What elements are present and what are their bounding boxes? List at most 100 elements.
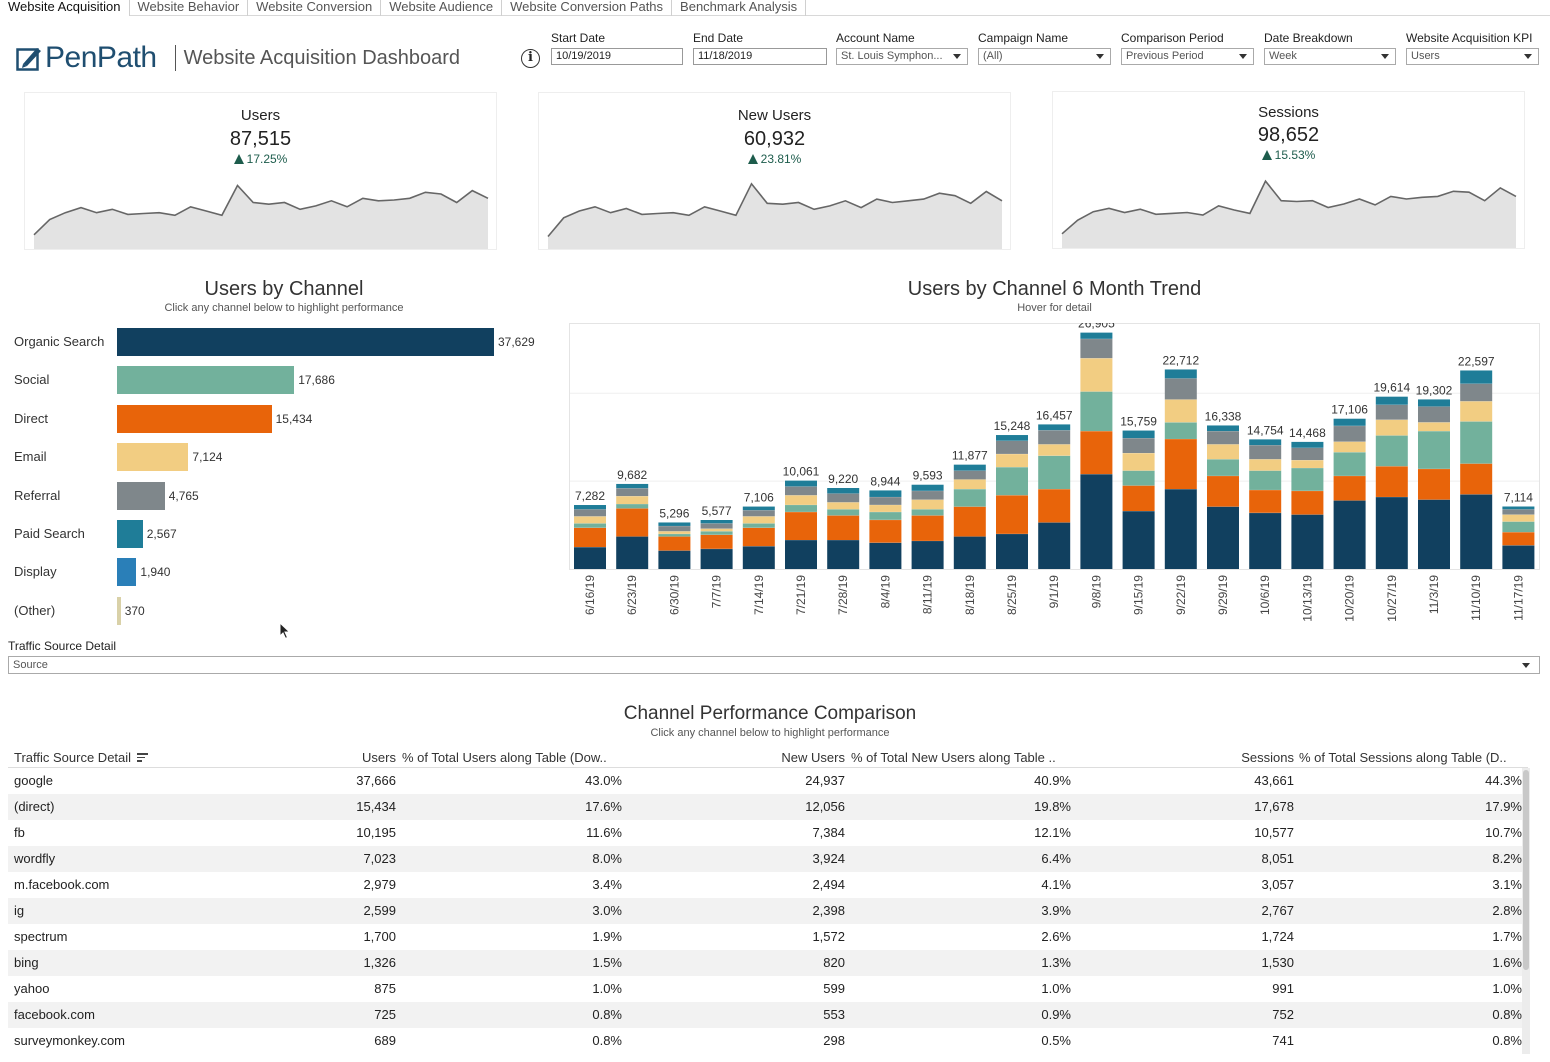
channel-bar[interactable] bbox=[117, 482, 165, 510]
trend-bar-segment[interactable] bbox=[1460, 401, 1493, 422]
channel-bar[interactable] bbox=[117, 520, 143, 548]
trend-bar-segment[interactable] bbox=[911, 484, 944, 491]
channel-row-display[interactable]: Display 1,940 bbox=[0, 558, 560, 586]
tab-website-conversion-paths[interactable]: Website Conversion Paths bbox=[502, 0, 673, 16]
trend-bar-segment[interactable] bbox=[1122, 511, 1155, 569]
trend-bar-segment[interactable] bbox=[1122, 485, 1155, 512]
trend-bar-segment[interactable] bbox=[953, 506, 986, 537]
trend-bar-segment[interactable] bbox=[700, 534, 733, 549]
trend-bar-segment[interactable] bbox=[827, 509, 860, 516]
trend-bar-segment[interactable] bbox=[742, 546, 775, 569]
trend-bar-segment[interactable] bbox=[1038, 455, 1071, 490]
channel-bar[interactable] bbox=[117, 443, 189, 471]
trend-bar-segment[interactable] bbox=[1207, 459, 1239, 476]
trend-bar-segment[interactable] bbox=[869, 496, 902, 505]
trend-bar-segment[interactable] bbox=[574, 509, 606, 517]
trend-bar-segment[interactable] bbox=[700, 548, 733, 569]
channel-row-paid-search[interactable]: Paid Search 2,567 bbox=[0, 520, 560, 548]
trend-bar-segment[interactable] bbox=[1249, 489, 1282, 513]
trend-bar-segment[interactable] bbox=[953, 470, 986, 480]
trend-bar-segment[interactable] bbox=[1291, 447, 1324, 461]
column-header-pct-users[interactable]: % of Total Users along Table (Dow.. bbox=[402, 750, 607, 765]
trend-bar-segment[interactable] bbox=[1333, 425, 1366, 442]
date-breakdown-select[interactable]: Week bbox=[1264, 48, 1396, 65]
trend-bar-segment[interactable] bbox=[1502, 506, 1535, 510]
trend-bar-segment[interactable] bbox=[785, 540, 817, 569]
trend-bar-segment[interactable] bbox=[1122, 470, 1155, 486]
trend-bar-segment[interactable] bbox=[1375, 466, 1408, 497]
channel-bar[interactable] bbox=[117, 597, 121, 625]
trend-bar-segment[interactable] bbox=[1460, 463, 1493, 495]
trend-bar-segment[interactable] bbox=[1333, 500, 1366, 569]
table-row[interactable]: fb 10,195 11.6% 7,384 12.1% 10,577 10.7% bbox=[8, 820, 1522, 846]
column-header-pct-new-users[interactable]: % of Total New Users along Table .. bbox=[851, 750, 1056, 765]
trend-bar-segment[interactable] bbox=[1207, 425, 1239, 432]
start-date-input[interactable]: 10/19/2019 bbox=[551, 48, 683, 65]
trend-bar-segment[interactable] bbox=[1164, 489, 1197, 569]
trend-bar-segment[interactable] bbox=[574, 516, 606, 524]
trend-bar-segment[interactable] bbox=[869, 511, 902, 520]
trend-bar-segment[interactable] bbox=[1291, 514, 1324, 569]
table-row[interactable]: spectrum 1,700 1.9% 1,572 2.6% 1,724 1.7% bbox=[8, 924, 1522, 950]
end-date-input[interactable]: 11/18/2019 bbox=[693, 48, 827, 65]
trend-bar-segment[interactable] bbox=[616, 483, 649, 489]
column-header-sessions[interactable]: Sessions bbox=[1241, 750, 1294, 765]
trend-bar-segment[interactable] bbox=[1038, 444, 1071, 456]
kpi-card-users[interactable]: Users 87,515 17.25% bbox=[24, 92, 497, 250]
table-scrollbar[interactable] bbox=[1522, 768, 1530, 1054]
table-row[interactable]: surveymonkey.com 689 0.8% 298 0.5% 741 0.8% bbox=[8, 1028, 1522, 1054]
trend-bar-segment[interactable] bbox=[1080, 431, 1113, 475]
table-row[interactable]: google 37,666 43.0% 24,937 40.9% 43,661 44.3% bbox=[8, 768, 1522, 794]
trend-bar-segment[interactable] bbox=[1207, 506, 1239, 569]
trend-bar-segment[interactable] bbox=[1080, 358, 1113, 392]
trend-bar-segment[interactable] bbox=[911, 540, 944, 569]
trend-bar-segment[interactable] bbox=[658, 531, 691, 534]
tab-benchmark-analysis[interactable]: Benchmark Analysis bbox=[672, 0, 807, 16]
trend-bar-segment[interactable] bbox=[911, 499, 944, 510]
trend-bar-segment[interactable] bbox=[1502, 521, 1535, 533]
trend-bar-segment[interactable] bbox=[1418, 406, 1450, 423]
trend-bar-segment[interactable] bbox=[1249, 512, 1282, 569]
trend-bar-segment[interactable] bbox=[616, 508, 649, 537]
table-row[interactable]: bing 1,326 1.5% 820 1.3% 1,530 1.6% bbox=[8, 950, 1522, 976]
channel-bar[interactable] bbox=[117, 366, 295, 394]
trend-bar-segment[interactable] bbox=[996, 453, 1028, 468]
trend-bar-segment[interactable] bbox=[785, 495, 817, 505]
account-name-select[interactable]: St. Louis Symphon... bbox=[836, 48, 968, 65]
trend-bar-segment[interactable] bbox=[1333, 452, 1366, 476]
trend-bar-segment[interactable] bbox=[1080, 338, 1113, 359]
trend-bar-segment[interactable] bbox=[1164, 369, 1197, 379]
trend-bar-segment[interactable] bbox=[1291, 441, 1324, 448]
trend-bar-segment[interactable] bbox=[911, 515, 944, 541]
column-header-traffic-source[interactable]: Traffic Source Detail bbox=[14, 750, 149, 765]
trend-bar-segment[interactable] bbox=[1249, 470, 1282, 490]
trend-bar-segment[interactable] bbox=[1460, 494, 1493, 569]
trend-bar-segment[interactable] bbox=[785, 504, 817, 512]
trend-bar-segment[interactable] bbox=[953, 464, 986, 471]
trend-bar-segment[interactable] bbox=[996, 467, 1028, 496]
trend-bar-segment[interactable] bbox=[827, 515, 860, 541]
trend-bar-segment[interactable] bbox=[1418, 431, 1450, 469]
trend-bar-segment[interactable] bbox=[827, 540, 860, 569]
trend-bar-segment[interactable] bbox=[616, 488, 649, 497]
scrollbar-thumb[interactable] bbox=[1523, 770, 1529, 970]
trend-bar-segment[interactable] bbox=[616, 536, 649, 569]
channel-row-organic-search[interactable]: Organic Search 37,629 bbox=[0, 328, 560, 356]
channel-row-social[interactable]: Social 17,686 bbox=[0, 366, 560, 394]
trend-bar-segment[interactable] bbox=[1460, 383, 1493, 402]
sort-icon[interactable] bbox=[137, 753, 149, 762]
trend-bar-segment[interactable] bbox=[1291, 460, 1324, 468]
trend-bar-segment[interactable] bbox=[1164, 438, 1197, 490]
trend-bar-segment[interactable] bbox=[742, 523, 775, 528]
trend-bar-segment[interactable] bbox=[996, 533, 1028, 569]
trend-bar-segment[interactable] bbox=[1080, 474, 1113, 569]
trend-bar-segment[interactable] bbox=[1122, 430, 1155, 439]
trend-bar-segment[interactable] bbox=[996, 435, 1028, 441]
trend-bar-segment[interactable] bbox=[1122, 438, 1155, 454]
table-row[interactable]: m.facebook.com 2,979 3.4% 2,494 4.1% 3,057 3.1… bbox=[8, 872, 1522, 898]
trend-bar-segment[interactable] bbox=[1207, 475, 1239, 507]
tab-website-audience[interactable]: Website Audience bbox=[381, 0, 503, 16]
trend-bar-segment[interactable] bbox=[869, 519, 902, 543]
trend-bar-segment[interactable] bbox=[700, 523, 733, 529]
trend-bar-segment[interactable] bbox=[658, 550, 691, 569]
